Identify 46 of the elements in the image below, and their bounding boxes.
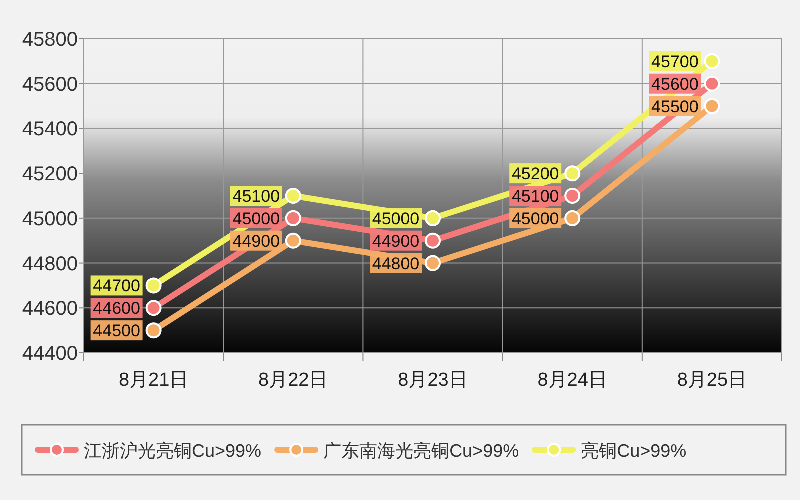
x-tick-label: 8月24日 [538, 370, 608, 391]
point [564, 188, 581, 204]
x-tick-label: 8月22日 [258, 370, 328, 391]
point [425, 210, 441, 226]
x-tick-label: 8月23日 [398, 370, 468, 391]
point [704, 76, 720, 92]
point [564, 166, 581, 182]
data-label: 45100 [232, 187, 280, 206]
point [564, 210, 581, 226]
point [425, 255, 441, 272]
point [146, 278, 162, 294]
data-label: 45100 [512, 187, 560, 206]
point [285, 210, 302, 226]
data-label: 44800 [372, 254, 420, 274]
y-tick-label: 44400 [22, 343, 78, 365]
data-label: 45700 [652, 52, 699, 72]
x-tick-label: 8月21日 [118, 370, 189, 391]
point [704, 98, 720, 114]
point [704, 53, 720, 70]
point [285, 188, 302, 204]
point [425, 232, 441, 249]
y-tick-label: 45000 [22, 208, 78, 230]
y-tick-label: 45600 [22, 74, 78, 96]
y-tick-label: 44800 [22, 253, 78, 276]
data-label: 45000 [372, 209, 420, 228]
data-label: 44900 [232, 232, 280, 251]
point [285, 232, 302, 249]
y-tick-label: 44600 [22, 298, 78, 320]
y-tick-label: 45200 [22, 164, 78, 186]
y-tick-label: 45800 [22, 29, 78, 51]
data-label: 44600 [93, 299, 140, 318]
data-label: 44500 [93, 322, 140, 341]
y-tick-label: 45400 [22, 118, 78, 141]
data-label: 45000 [232, 209, 280, 228]
data-label: 45000 [512, 209, 560, 228]
legend-label: 亮铜Cu>99% [581, 441, 687, 461]
x-tick-label: 8月25日 [677, 370, 748, 391]
legend-label: 江浙沪光亮铜Cu>99% [84, 441, 262, 461]
data-label: 45500 [652, 97, 699, 116]
data-label: 45600 [652, 74, 699, 94]
data-label: 44900 [372, 232, 420, 251]
point [146, 300, 162, 316]
legend-label: 广东南海光亮铜Cu>99% [324, 441, 520, 461]
data-label: 44700 [93, 276, 140, 296]
point [146, 322, 162, 339]
data-label: 45200 [512, 164, 560, 184]
